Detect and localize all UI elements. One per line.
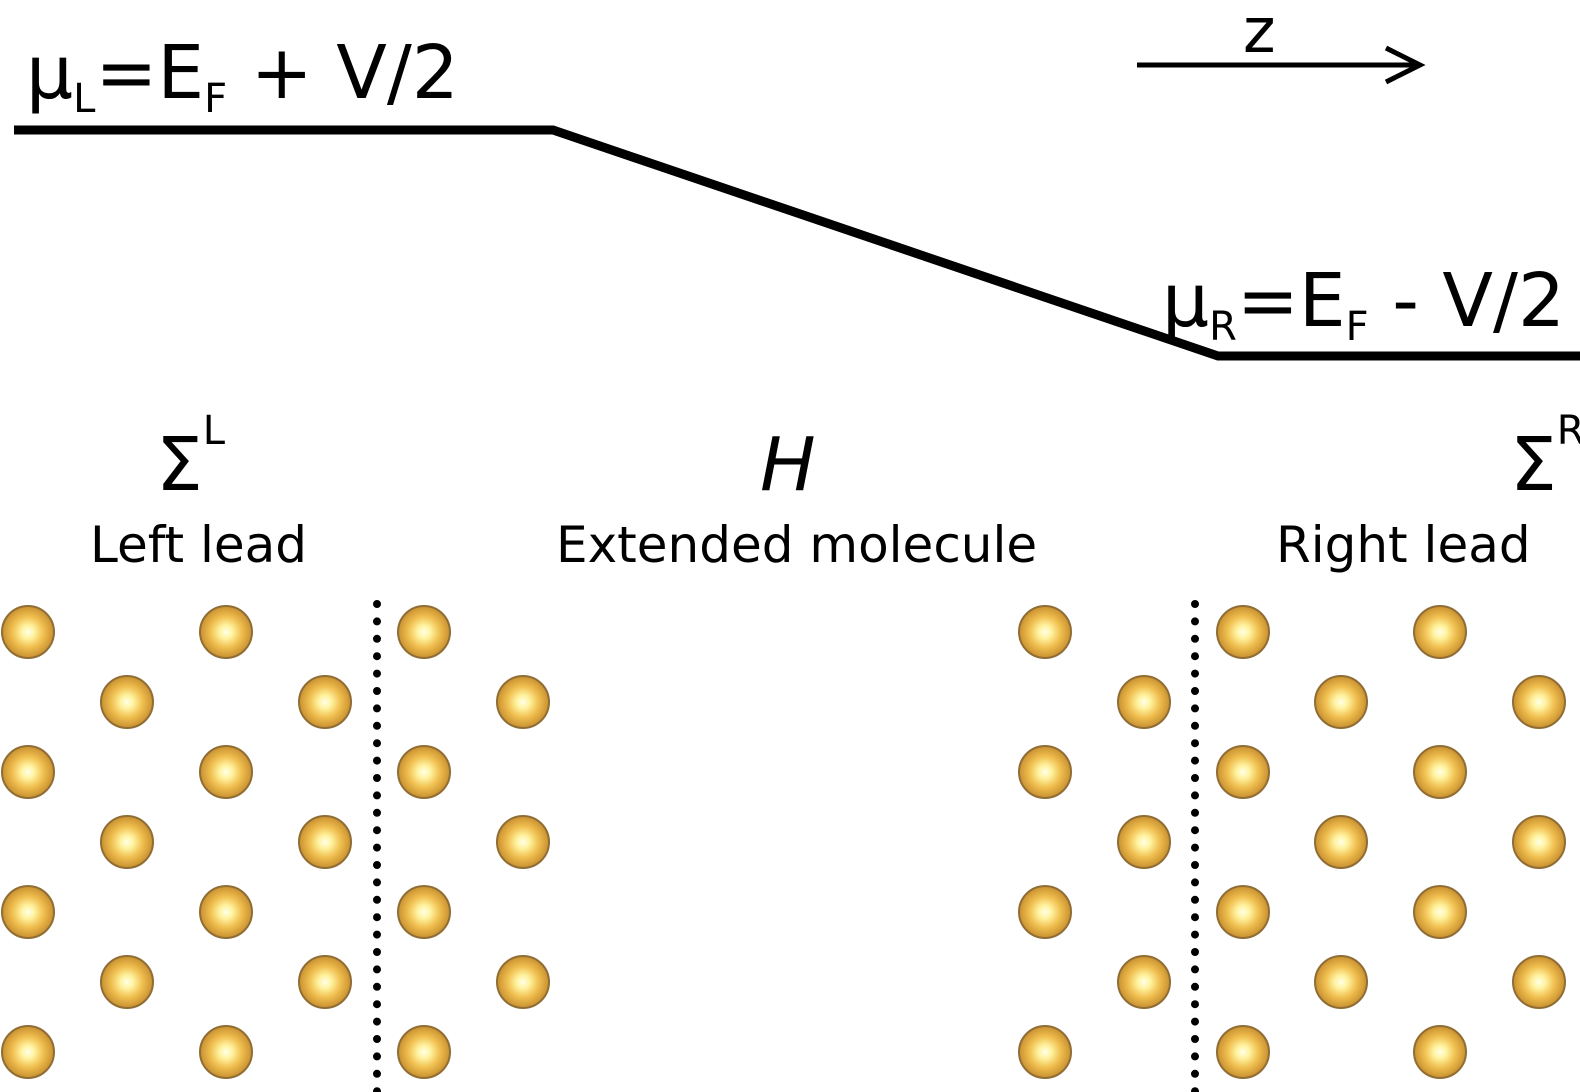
atom [298,955,352,1009]
atom [1018,745,1072,799]
atom [1117,675,1171,729]
atom [199,1025,253,1079]
left-potential-label: μL=EF + V/2 [26,30,459,122]
atom [1314,815,1368,869]
atom [298,675,352,729]
atom [100,815,154,869]
atom [1413,745,1467,799]
atom [1,745,55,799]
atom [1018,1025,1072,1079]
right-potential-label: μR=EF - V/2 [1162,258,1566,350]
atom-lattice [1,605,1566,1079]
atom [397,605,451,659]
left-lead-label: Left lead [90,516,307,574]
atom [1314,955,1368,1009]
z-axis-label: z [1243,0,1276,67]
atom [397,745,451,799]
atom [397,1025,451,1079]
atom [1,885,55,939]
atom [496,955,550,1009]
atom [1413,1025,1467,1079]
potential-profile-line [14,125,1580,361]
right-self-energy-symbol: ΣR [1510,408,1580,508]
atom [1216,745,1270,799]
atom [1,1025,55,1079]
atom [496,815,550,869]
atom [1018,885,1072,939]
atom [1512,675,1566,729]
left-self-energy-symbol: ΣL [156,408,226,508]
atom [496,675,550,729]
atom [100,955,154,1009]
atom [1117,955,1171,1009]
atom [1117,815,1171,869]
atom [1512,955,1566,1009]
atom [1314,675,1368,729]
z-axis-arrow-head [1384,45,1426,85]
extended-molecule-label: Extended molecule [556,516,1038,574]
atom [1216,1025,1270,1079]
hamiltonian-symbol: H [760,422,816,508]
atom [100,675,154,729]
atom [1413,885,1467,939]
atom [1216,605,1270,659]
atom [199,745,253,799]
atom [199,885,253,939]
atom [1512,815,1566,869]
atom [1018,605,1072,659]
atom [1216,885,1270,939]
atom [298,815,352,869]
atom [199,605,253,659]
atom [1,605,55,659]
atom [1413,605,1467,659]
atom [397,885,451,939]
right-lead-label: Right lead [1276,516,1531,574]
